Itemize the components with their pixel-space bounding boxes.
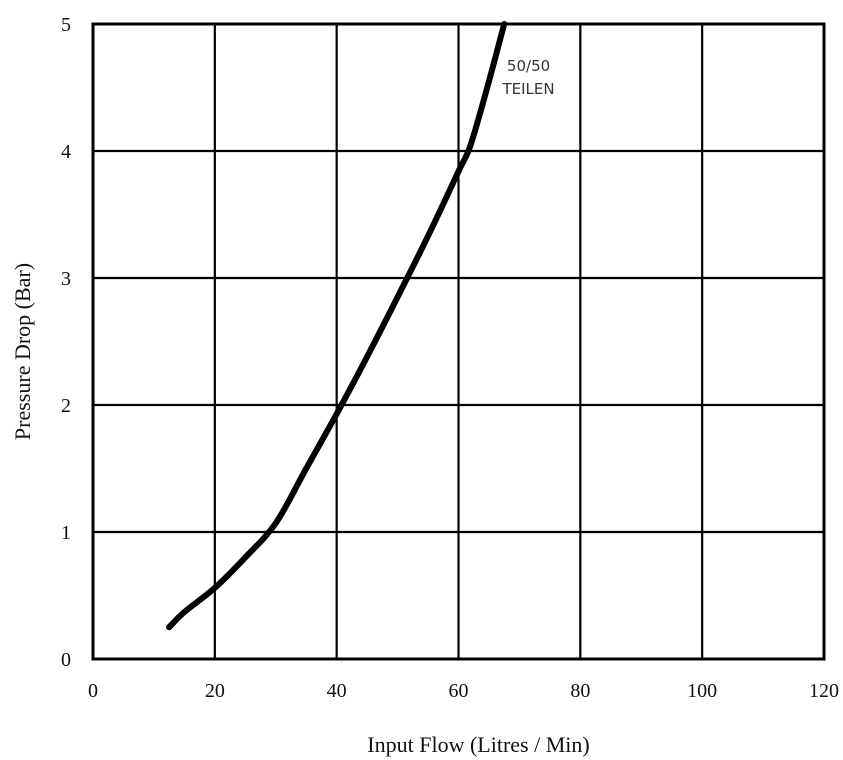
series-point [426,234,430,238]
x-tick-label: 20 [205,680,225,702]
x-tick-label: 0 [88,680,98,702]
series-point [274,521,278,525]
series-point [335,412,339,416]
series-point [243,555,247,559]
series-layer [166,21,508,631]
x-tick-label: 60 [449,680,469,702]
annotation-label: TEILEN [501,80,554,98]
annotation-label: 50/50 [507,57,550,75]
x-tick-label: 120 [809,680,839,702]
series-point [213,586,217,590]
x-tick-label: 100 [687,680,717,702]
x-tick-labels: 0 20 40 60 80 100 120 [88,680,839,702]
series-point [457,169,460,173]
series-point [469,143,473,147]
x-tick-label: 80 [570,680,590,702]
y-tick-label: 1 [61,522,71,544]
series-point [502,22,506,26]
x-tick-label: 40 [327,680,347,702]
y-tick-label: 2 [61,395,71,417]
y-tick-label: 4 [61,141,71,163]
y-tick-label: 5 [61,14,71,36]
series-point [365,355,369,359]
series-point [487,79,491,83]
y-tick-label: 3 [61,268,71,290]
grid [91,22,826,661]
series-point [396,295,400,299]
y-axis-title: Pressure Drop (Bar) [10,263,35,440]
plot-frame [91,22,826,661]
series-line [166,21,508,631]
x-axis-title: Input Flow (Litres / Min) [367,732,589,757]
series-point [167,625,171,629]
y-tick-label: 0 [61,649,71,671]
series-point [304,467,308,470]
annotations: 50/50 TEILEN [501,57,554,98]
y-tick-labels: 0 1 2 3 4 5 [61,14,71,671]
series-point [182,610,186,614]
